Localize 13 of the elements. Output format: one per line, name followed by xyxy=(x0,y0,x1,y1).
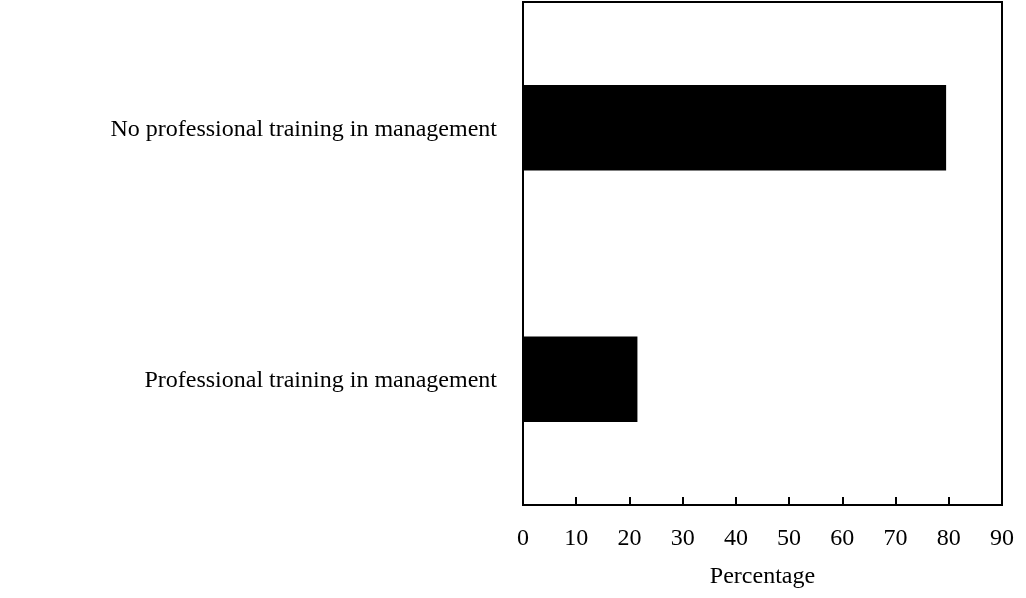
x-tick-label: 90 xyxy=(990,524,1014,550)
x-tick-label: 50 xyxy=(777,524,802,550)
x-tick-label: 10 xyxy=(564,524,589,550)
x-tick-label: 70 xyxy=(883,524,908,550)
x-tick-label: 20 xyxy=(617,524,642,550)
x-tick-label: 60 xyxy=(830,524,855,550)
x-tick-label: 0 xyxy=(517,524,529,550)
x-tick-label: 40 xyxy=(723,524,748,550)
y-tick-label: Professional training in management xyxy=(144,366,498,393)
y-tick-label: No professional training in management xyxy=(110,114,498,141)
x-tick-label: 80 xyxy=(936,524,961,550)
x-tick-label: 30 xyxy=(670,524,695,550)
x-axis-title: Percentage xyxy=(709,562,816,588)
